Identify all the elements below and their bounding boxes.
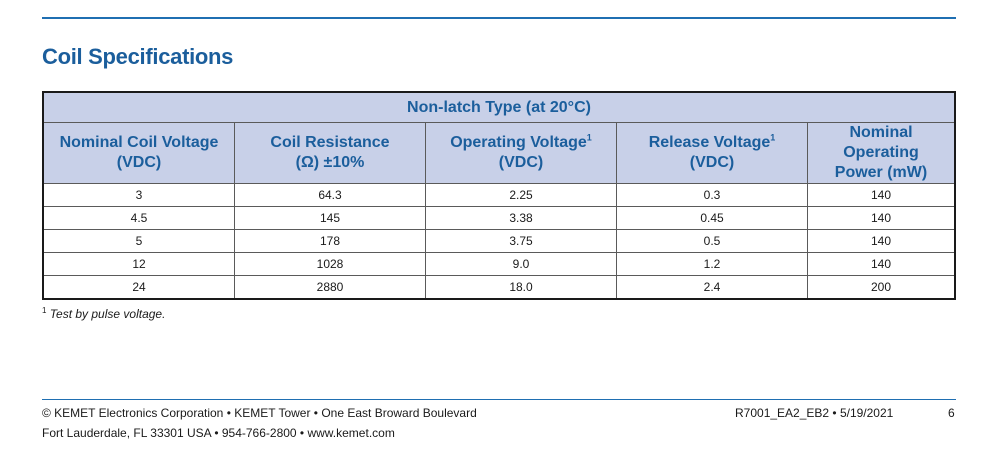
table-row: 24 2880 18.0 2.4 200 (42, 275, 956, 300)
cell-voltage: 12 (42, 252, 235, 276)
footer-divider (42, 399, 956, 400)
cell-power: 140 (807, 183, 956, 207)
table-row: 5 178 3.75 0.5 140 (42, 229, 956, 253)
cell-operating-voltage: 9.0 (425, 252, 617, 276)
cell-resistance: 178 (234, 229, 426, 253)
cell-release-voltage: 2.4 (616, 275, 808, 300)
cell-power: 140 (807, 206, 956, 230)
cell-release-voltage: 1.2 (616, 252, 808, 276)
cell-operating-voltage: 2.25 (425, 183, 617, 207)
cell-resistance: 2880 (234, 275, 426, 300)
table-row: 3 64.3 2.25 0.3 140 (42, 183, 956, 207)
top-divider (42, 17, 956, 19)
table-row: 12 1028 9.0 1.2 140 (42, 252, 956, 276)
col-header-nominal-coil-voltage: Nominal Coil Voltage (VDC) (42, 122, 235, 184)
cell-power: 200 (807, 275, 956, 300)
table-row: 4.5 145 3.38 0.45 140 (42, 206, 956, 230)
col-header-operating-voltage: Operating Voltage1 (VDC) (425, 122, 617, 184)
footer-document-reference: R7001_EA2_EB2 • 5/19/2021 (735, 406, 894, 420)
cell-voltage: 5 (42, 229, 235, 253)
footer-address-line-2: Fort Lauderdale, FL 33301 USA • 954-766-… (42, 426, 395, 440)
cell-release-voltage: 0.3 (616, 183, 808, 207)
cell-release-voltage: 0.5 (616, 229, 808, 253)
cell-operating-voltage: 3.38 (425, 206, 617, 230)
col-header-release-voltage: Release Voltage1 (VDC) (616, 122, 808, 184)
cell-resistance: 1028 (234, 252, 426, 276)
footnote: 1 Test by pulse voltage. (42, 306, 166, 322)
section-title: Coil Specifications (42, 44, 234, 69)
cell-resistance: 64.3 (234, 183, 426, 207)
cell-operating-voltage: 18.0 (425, 275, 617, 300)
footnote-marker: 1 (586, 132, 592, 143)
cell-power: 140 (807, 229, 956, 253)
footer-address-line-1: © KEMET Electronics Corporation • KEMET … (42, 406, 477, 420)
page-number: 6 (948, 406, 955, 420)
table-banner: Non-latch Type (at 20°C) (42, 91, 956, 123)
footnote-text: Test by pulse voltage. (49, 307, 166, 321)
cell-release-voltage: 0.45 (616, 206, 808, 230)
col-header-nominal-operating-power: Nominal Operating Power (mW) (807, 122, 956, 184)
footnote-mark: 1 (42, 306, 47, 315)
cell-voltage: 3 (42, 183, 235, 207)
cell-power: 140 (807, 252, 956, 276)
cell-operating-voltage: 3.75 (425, 229, 617, 253)
cell-voltage: 4.5 (42, 206, 235, 230)
coil-spec-table: Non-latch Type (at 20°C) Nominal Coil Vo… (42, 91, 956, 300)
footnote-marker: 1 (770, 132, 776, 143)
col-header-coil-resistance: Coil Resistance (Ω) ±10% (234, 122, 426, 184)
cell-resistance: 145 (234, 206, 426, 230)
cell-voltage: 24 (42, 275, 235, 300)
